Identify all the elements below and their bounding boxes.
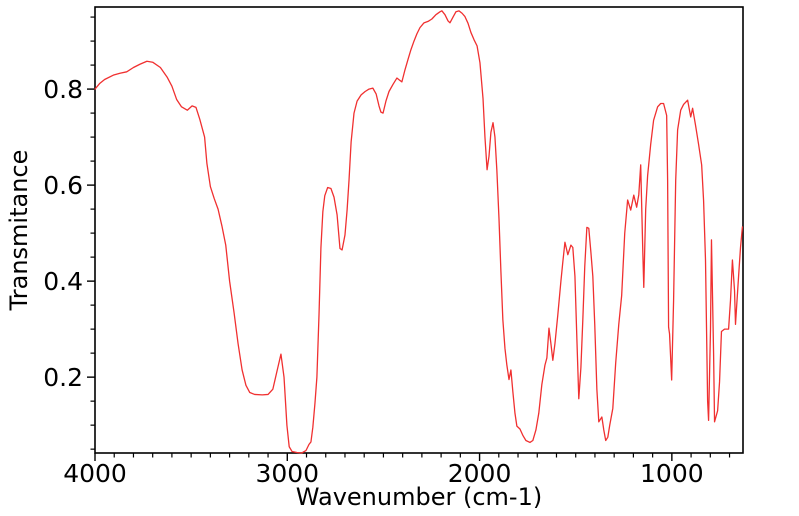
y-tick-label: 0.4 [43,267,83,296]
y-tick-label: 0.8 [43,75,83,104]
plot-area: 4000 3000 2000 1000 0.2 0.4 0.6 0.8 [43,6,744,488]
y-tick-label: 0.6 [43,171,83,200]
y-axis-title: Transmitance [5,150,33,312]
x-tick-label: 4000 [63,459,127,488]
plot-border [94,6,744,454]
x-axis-title: Wavenumber (cm-1) [296,483,542,511]
spectrum-line [94,10,744,454]
x-tick-label: 2000 [448,459,512,488]
x-tick-label: 3000 [255,459,319,488]
y-tick-label: 0.2 [43,363,83,392]
x-tick-label: 1000 [640,459,704,488]
